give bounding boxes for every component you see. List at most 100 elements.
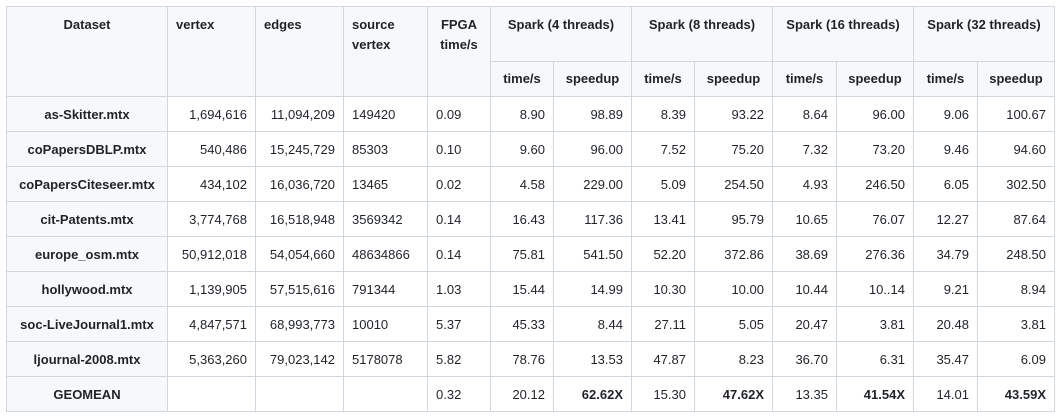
cell-dataset: ljournal-2008.mtx [6, 341, 168, 377]
cell-s32-speedup: 6.09 [977, 341, 1055, 377]
cell-s4-speedup: 229.00 [553, 166, 632, 202]
table-container: Dataset vertex edges source vertex FPGA … [6, 6, 1055, 412]
header-sub-speedup: speedup [553, 61, 632, 97]
cell-s32-speedup: 100.67 [977, 96, 1055, 132]
table-row: as-Skitter.mtx 1,694,616 11,094,209 1494… [6, 96, 1055, 132]
cell-s32-time: 9.21 [913, 271, 978, 307]
table-row: coPapersCiteseer.mtx 434,102 16,036,720 … [6, 166, 1055, 202]
cell-source-vertex: 149420 [343, 96, 428, 132]
cell-s8-time: 8.39 [631, 96, 695, 132]
cell-s16-time: 10.65 [772, 201, 837, 237]
cell-edges: 16,518,948 [255, 201, 344, 237]
cell-s4-time: 45.33 [490, 306, 554, 342]
cell-s16-speedup: 6.31 [836, 341, 914, 377]
cell-s16-time: 36.70 [772, 341, 837, 377]
cell-vertex: 1,694,616 [167, 96, 256, 132]
cell-s32-time: 12.27 [913, 201, 978, 237]
cell-s32-time: 9.46 [913, 131, 978, 167]
cell-edges: 16,036,720 [255, 166, 344, 202]
cell-s4-speedup: 98.89 [553, 96, 632, 132]
cell-s4-time: 20.12 [490, 376, 554, 412]
cell-s8-time: 47.87 [631, 341, 695, 377]
table-row: cit-Patents.mtx 3,774,768 16,518,948 356… [6, 201, 1055, 237]
cell-s32-time: 35.47 [913, 341, 978, 377]
cell-fpga-time: 1.03 [427, 271, 491, 307]
cell-source-vertex: 85303 [343, 131, 428, 167]
cell-s16-time: 8.64 [772, 96, 837, 132]
cell-fpga-time: 0.09 [427, 96, 491, 132]
cell-s8-speedup: 75.20 [694, 131, 773, 167]
cell-s32-speedup: 8.94 [977, 271, 1055, 307]
cell-s32-time: 9.06 [913, 96, 978, 132]
cell-vertex: 540,486 [167, 131, 256, 167]
cell-s16-time: 38.69 [772, 236, 837, 272]
cell-s8-time: 10.30 [631, 271, 695, 307]
header-sub-speedup: speedup [694, 61, 773, 97]
cell-s4-speedup: 62.62X [553, 376, 632, 412]
cell-edges: 57,515,616 [255, 271, 344, 307]
header-dataset: Dataset [6, 6, 168, 97]
cell-s4-time: 4.58 [490, 166, 554, 202]
table-row: ljournal-2008.mtx 5,363,260 79,023,142 5… [6, 341, 1055, 377]
cell-source-vertex: 13465 [343, 166, 428, 202]
cell-source-vertex: 791344 [343, 271, 428, 307]
cell-s8-speedup: 93.22 [694, 96, 773, 132]
cell-s32-time: 20.48 [913, 306, 978, 342]
table-row: hollywood.mtx 1,139,905 57,515,616 79134… [6, 271, 1055, 307]
cell-s4-speedup: 117.36 [553, 201, 632, 237]
cell-edges: 11,094,209 [255, 96, 344, 132]
cell-fpga-time: 0.02 [427, 166, 491, 202]
cell-vertex: 1,139,905 [167, 271, 256, 307]
cell-edges: 79,023,142 [255, 341, 344, 377]
header-source-vertex: source vertex [343, 6, 428, 97]
cell-s32-speedup: 94.60 [977, 131, 1055, 167]
cell-geomean-label: GEOMEAN [6, 376, 168, 412]
cell-s8-speedup: 47.62X [694, 376, 773, 412]
header-sub-speedup: speedup [836, 61, 914, 97]
cell-s8-speedup: 5.05 [694, 306, 773, 342]
cell-fpga-time: 5.37 [427, 306, 491, 342]
cell-s16-time: 13.35 [772, 376, 837, 412]
cell-s32-speedup: 248.50 [977, 236, 1055, 272]
table-row: europe_osm.mtx 50,912,018 54,054,660 486… [6, 236, 1055, 272]
header-vertex: vertex [167, 6, 256, 97]
table-body: as-Skitter.mtx 1,694,616 11,094,209 1494… [6, 96, 1055, 412]
cell-s4-time: 8.90 [490, 96, 554, 132]
cell-s16-speedup: 276.36 [836, 236, 914, 272]
cell-dataset: soc-LiveJournal1.mtx [6, 306, 168, 342]
cell-s16-speedup: 10..14 [836, 271, 914, 307]
cell-source-vertex [343, 376, 428, 412]
cell-edges [255, 376, 344, 412]
cell-vertex: 434,102 [167, 166, 256, 202]
cell-s8-speedup: 95.79 [694, 201, 773, 237]
cell-s8-speedup: 254.50 [694, 166, 773, 202]
cell-fpga-time: 0.10 [427, 131, 491, 167]
cell-s32-speedup: 3.81 [977, 306, 1055, 342]
cell-dataset: as-Skitter.mtx [6, 96, 168, 132]
cell-s4-time: 9.60 [490, 131, 554, 167]
cell-s4-time: 78.76 [490, 341, 554, 377]
cell-s8-time: 7.52 [631, 131, 695, 167]
cell-vertex: 3,774,768 [167, 201, 256, 237]
cell-s8-time: 13.41 [631, 201, 695, 237]
cell-s4-speedup: 13.53 [553, 341, 632, 377]
header-sub-time: time/s [490, 61, 554, 97]
cell-s32-speedup: 87.64 [977, 201, 1055, 237]
cell-vertex [167, 376, 256, 412]
cell-source-vertex: 5178078 [343, 341, 428, 377]
cell-edges: 68,993,773 [255, 306, 344, 342]
cell-vertex: 4,847,571 [167, 306, 256, 342]
cell-s16-time: 7.32 [772, 131, 837, 167]
header-sub-time: time/s [913, 61, 978, 97]
cell-fpga-time: 0.14 [427, 201, 491, 237]
cell-s4-speedup: 8.44 [553, 306, 632, 342]
cell-vertex: 5,363,260 [167, 341, 256, 377]
cell-s16-speedup: 41.54X [836, 376, 914, 412]
table-row: coPapersDBLP.mtx 540,486 15,245,729 8530… [6, 131, 1055, 167]
cell-s16-speedup: 76.07 [836, 201, 914, 237]
cell-s32-time: 6.05 [913, 166, 978, 202]
cell-s8-speedup: 10.00 [694, 271, 773, 307]
cell-s8-time: 5.09 [631, 166, 695, 202]
cell-s32-speedup: 43.59X [977, 376, 1055, 412]
cell-fpga-time: 0.32 [427, 376, 491, 412]
